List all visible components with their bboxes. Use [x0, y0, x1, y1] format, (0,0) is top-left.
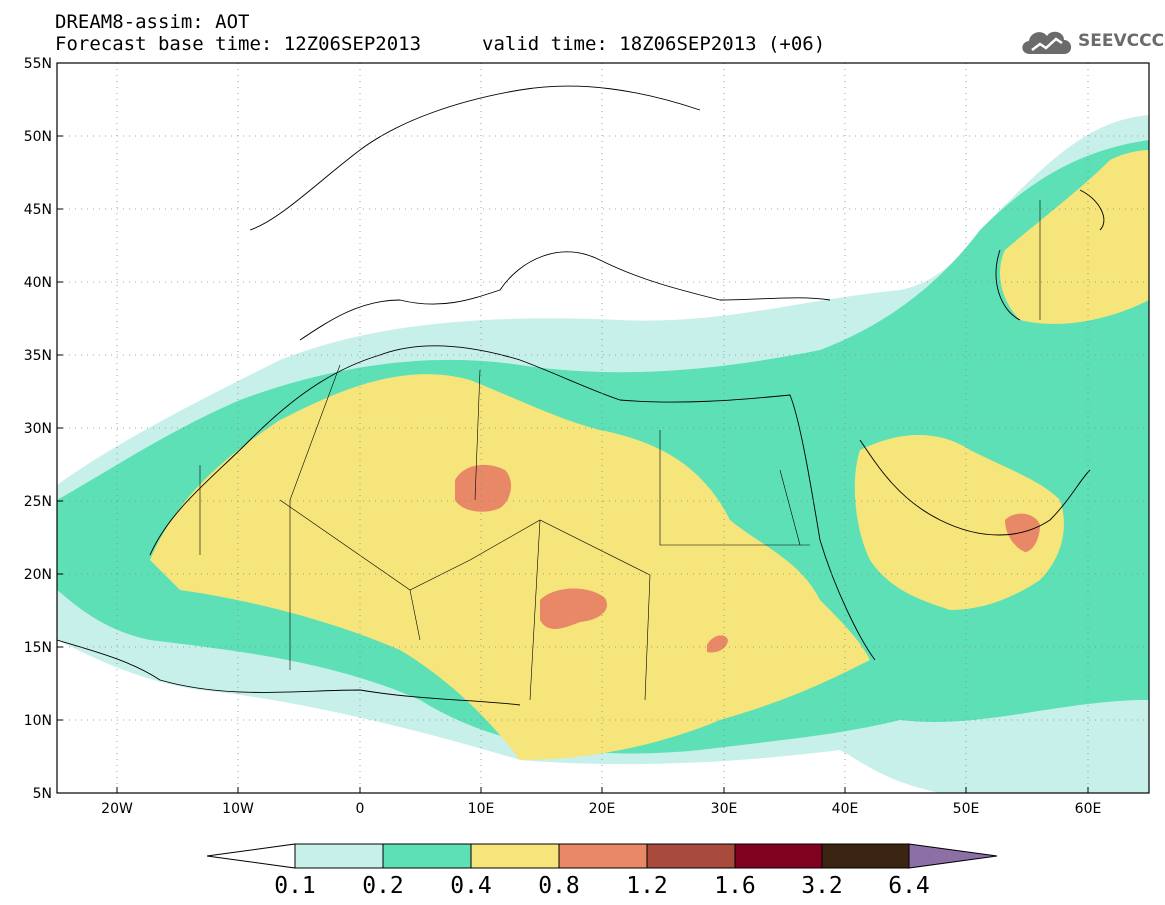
colorbar-segment	[294, 843, 384, 869]
lon-label: 30E	[711, 801, 738, 817]
aot-field	[57, 63, 1149, 793]
axis-ticks	[57, 62, 1089, 794]
lat-label: 30N	[24, 421, 52, 437]
logo-text: SEEVCCC	[1078, 31, 1165, 51]
colorbar-label: 1.6	[714, 873, 756, 899]
colorbar-label: 0.2	[362, 873, 404, 899]
lon-labels: 20W 10W 0 10E 20E 30E 40E 50E 60E	[101, 801, 1101, 817]
lat-labels: 55N 50N 45N 40N 35N 30N 25N 20N 15N 10N …	[24, 56, 52, 802]
aot-band-0.4-arabia	[854, 435, 1064, 610]
colorbar-label: 0.8	[538, 873, 580, 899]
colorbar-low-arrow	[206, 843, 296, 869]
seevccc-logo: SEEVCCC	[1018, 24, 1164, 58]
lat-label: 5N	[33, 786, 52, 802]
colorbar-labels: 0.1 0.2 0.4 0.8 1.2 1.6 3.2 6.4	[274, 873, 930, 899]
colorbar	[206, 843, 998, 869]
lon-label: 0	[356, 801, 365, 817]
aot-band-0.8-b	[540, 588, 608, 629]
lon-label: 20W	[101, 801, 133, 817]
colorbar-label: 1.2	[626, 873, 668, 899]
aot-band-0.8-c	[707, 635, 728, 653]
cloud-icon	[1022, 31, 1072, 54]
lon-label: 10E	[468, 801, 495, 817]
forecast-base-time: Forecast base time: 12Z06SEP2013	[55, 33, 422, 55]
lat-label: 15N	[24, 640, 52, 656]
coastlines	[57, 85, 1105, 706]
lon-label: 40E	[832, 801, 859, 817]
colorbar-label: 3.2	[801, 873, 843, 899]
colorbar-high-arrow	[908, 843, 998, 869]
lat-label: 50N	[24, 129, 52, 145]
colorbar-segment	[470, 843, 560, 869]
colorbar-segment	[734, 843, 823, 869]
lat-label: 20N	[24, 567, 52, 583]
lat-lon-grid	[57, 63, 1149, 793]
colorbar-label: 6.4	[888, 873, 930, 899]
lat-label: 40N	[24, 275, 52, 291]
colorbar-label: 0.1	[274, 873, 316, 899]
lat-label: 45N	[24, 202, 52, 218]
colorbar-segment	[382, 843, 472, 869]
aot-band-0.4	[150, 374, 870, 760]
colorbar-segment	[821, 843, 910, 869]
colorbar-segment	[558, 843, 648, 869]
country-borders	[199, 200, 1041, 701]
lat-label: 10N	[24, 713, 52, 729]
valid-time: valid time: 18Z06SEP2013 (+06)	[482, 33, 826, 55]
aot-band-0.8-a	[455, 464, 512, 512]
lat-label: 35N	[24, 348, 52, 364]
map-title: DREAM8-assim: AOT	[55, 11, 250, 33]
lon-label: 20E	[589, 801, 616, 817]
aot-band-0.4-caspian	[1000, 150, 1149, 324]
lat-label: 55N	[24, 56, 52, 72]
aot-band-0.8-d	[1005, 513, 1040, 552]
lon-label: 50E	[953, 801, 980, 817]
colorbar-segment	[646, 843, 736, 869]
lon-label: 60E	[1075, 801, 1102, 817]
lon-label: 10W	[222, 801, 254, 817]
colorbar-label: 0.4	[450, 873, 492, 899]
lat-label: 25N	[24, 494, 52, 510]
